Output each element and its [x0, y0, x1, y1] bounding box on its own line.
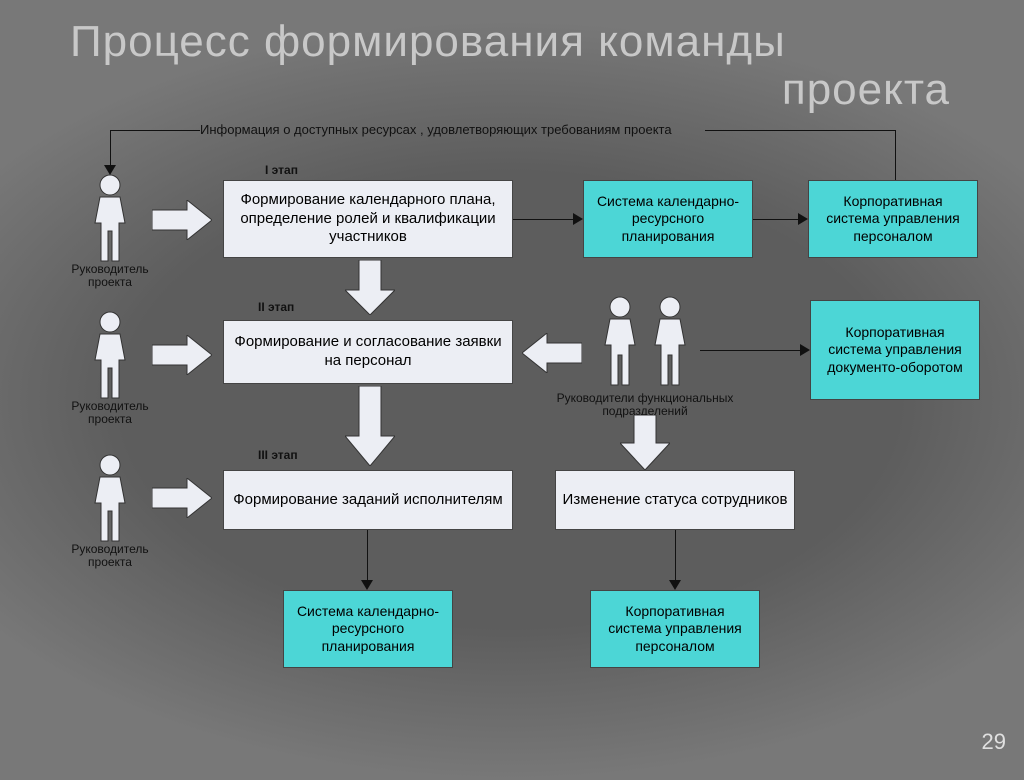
- pm-label-2: Руководитель проекта: [65, 400, 155, 426]
- box-crp-top: Система календарно-ресурсного планирован…: [583, 180, 753, 258]
- title-line-1: Процесс формирования команды: [70, 18, 990, 66]
- box-request: Формирование и согласование заявки на пе…: [223, 320, 513, 384]
- arrow-pm3-to-tasks: [152, 478, 212, 518]
- box-hrm-bottom-text: Корпоративная система управления персона…: [597, 603, 753, 656]
- line-tasks-crp: [367, 530, 368, 585]
- pm-label-3: Руководитель проекта: [65, 543, 155, 569]
- arrow-funcmgrs-to-status: [620, 415, 670, 470]
- box-hrm-top-text: Корпоративная система управления персона…: [815, 193, 971, 246]
- slide-title: Процесс формирования команды проекта: [70, 18, 990, 115]
- feedback-line-right: [705, 130, 895, 131]
- box-plan: Формирование календарного плана, определ…: [223, 180, 513, 258]
- feedback-line-v: [110, 130, 111, 170]
- box-hrm-bottom: Корпоративная система управления персона…: [590, 590, 760, 668]
- box-docflow-text: Корпоративная система управления докумен…: [817, 324, 973, 377]
- pm-label-1: Руководитель проекта: [65, 263, 155, 289]
- box-crp-bottom: Система календарно-ресурсного планирован…: [283, 590, 453, 668]
- box-status-text: Изменение статуса сотрудников: [563, 491, 788, 510]
- arr-status-hrm: [669, 580, 681, 590]
- arrow-pm2-to-request: [152, 335, 212, 375]
- person-icon-pm-1: [85, 173, 135, 263]
- box-crp-top-text: Система календарно-ресурсного планирован…: [590, 193, 746, 246]
- arr-func-doc: [800, 344, 810, 356]
- person-icon-funcmgrs: [595, 295, 695, 390]
- stage-1-label: I этап: [265, 163, 298, 177]
- box-plan-text: Формирование календарного плана, определ…: [230, 191, 506, 247]
- arr-crp-hrm: [798, 213, 808, 225]
- line-func-doc: [700, 350, 805, 351]
- box-status: Изменение статуса сотрудников: [555, 470, 795, 530]
- arr-plan-crp: [573, 213, 583, 225]
- line-crp-hrm: [753, 219, 803, 220]
- box-request-text: Формирование и согласование заявки на пе…: [230, 333, 506, 371]
- arrow-pm1-to-plan: [152, 200, 212, 240]
- box-docflow: Корпоративная система управления докумен…: [810, 300, 980, 400]
- person-icon-pm-3: [85, 453, 135, 543]
- arrow-funcmgrs-to-request: [522, 333, 582, 373]
- feedback-line: [110, 130, 200, 131]
- info-subtitle: Информация о доступных ресурсах , удовле…: [200, 122, 672, 137]
- title-line-2: проекта: [70, 66, 990, 114]
- slide-number: 29: [982, 729, 1006, 755]
- stage-3-label: III этап: [258, 448, 298, 462]
- stage-2-label: II этап: [258, 300, 294, 314]
- arrow-request-to-tasks: [345, 386, 395, 466]
- line-plan-crp: [513, 219, 578, 220]
- box-hrm-top: Корпоративная система управления персона…: [808, 180, 978, 258]
- box-tasks: Формирование заданий исполнителям: [223, 470, 513, 530]
- arrow-plan-to-request: [345, 260, 395, 315]
- feedback-line-right-v: [895, 130, 896, 180]
- box-crp-bottom-text: Система календарно-ресурсного планирован…: [290, 603, 446, 656]
- line-status-hrm: [675, 530, 676, 585]
- arr-tasks-crp: [361, 580, 373, 590]
- box-tasks-text: Формирование заданий исполнителям: [233, 491, 502, 510]
- person-icon-pm-2: [85, 310, 135, 400]
